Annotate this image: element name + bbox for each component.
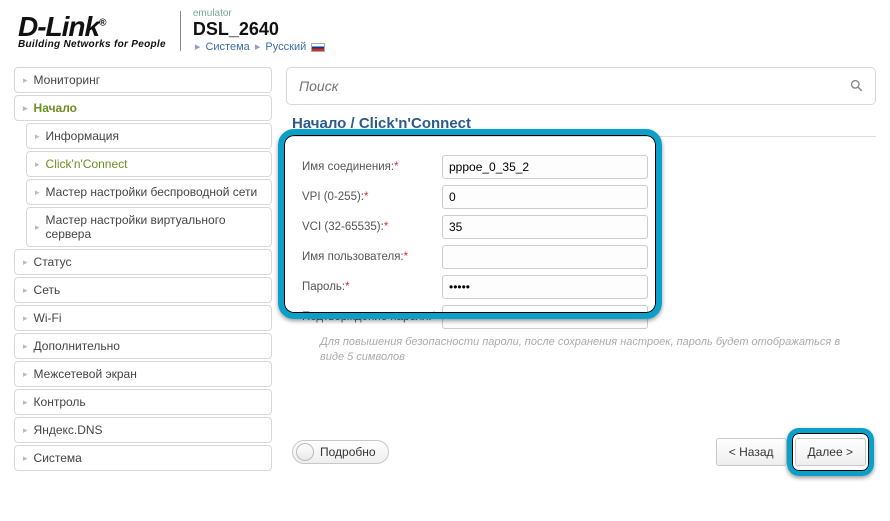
- chevron-right-icon: ▸: [23, 285, 28, 296]
- chevron-right-icon: ▸: [23, 425, 28, 436]
- chevron-right-icon: ▸: [23, 397, 28, 408]
- vci-input[interactable]: [442, 215, 648, 239]
- next-button[interactable]: Далее >: [795, 438, 867, 466]
- detail-toggle-icon: [296, 443, 314, 461]
- sidebar-item-network[interactable]: ▸Сеть: [14, 277, 272, 303]
- chevron-right-icon: ▸: [35, 159, 40, 170]
- back-button[interactable]: < Назад: [716, 438, 787, 466]
- sidebar-item-wifi[interactable]: ▸Wi-Fi: [14, 305, 272, 331]
- sidebar-item-system[interactable]: ▸Система: [14, 445, 272, 471]
- sidebar-item-firewall[interactable]: ▸Межсетевой экран: [14, 361, 272, 387]
- logo-subtitle: Building Networks for People: [18, 39, 166, 50]
- chevron-right-icon: ▸: [35, 222, 40, 233]
- username-label: Имя пользователя:*: [302, 251, 442, 263]
- chevron-right-icon: ▸: [23, 313, 28, 324]
- password-confirm-label: Подтверждение пароля:*: [302, 311, 442, 323]
- sidebar-item-start[interactable]: ▸Начало: [14, 95, 272, 121]
- connection-form: Имя соединения:* VPI (0-255):* VCI (32-6…: [286, 147, 876, 372]
- sidebar-item-control[interactable]: ▸Контроль: [14, 389, 272, 415]
- header-crumbs: ▸ Система ▸ Русский: [193, 40, 325, 53]
- conn-name-input[interactable]: [442, 155, 648, 179]
- sidebar-sub-virtual-server-wizard[interactable]: ▸Мастер настройки виртуального сервера: [26, 207, 272, 247]
- sidebar-item-yandex-dns[interactable]: ▸Яндекс.DNS: [14, 417, 272, 443]
- password-label: Пароль:*: [302, 281, 442, 293]
- chevron-right-icon: ▸: [23, 341, 28, 352]
- conn-name-label: Имя соединения:*: [302, 161, 442, 173]
- emulator-label: emulator: [193, 8, 325, 19]
- vpi-label: VPI (0-255):*: [302, 191, 442, 203]
- chevron-right-icon: ▸: [23, 75, 28, 86]
- password-confirm-input[interactable]: [442, 305, 648, 329]
- main-content: ⚲ Начало / Click'n'Connect Имя соединени…: [286, 67, 876, 473]
- flag-ru-icon: [311, 43, 325, 52]
- vpi-input[interactable]: [442, 185, 648, 209]
- chevron-right-icon: ▸: [255, 41, 261, 53]
- chevron-right-icon: ▸: [195, 41, 201, 53]
- sidebar-sub-wireless-wizard[interactable]: ▸Мастер настройки беспроводной сети: [26, 179, 272, 205]
- search-bar[interactable]: ⚲: [286, 67, 876, 105]
- crumb-system[interactable]: Система: [205, 41, 249, 53]
- model-name: DSL_2640: [193, 19, 325, 40]
- header-divider: [180, 11, 181, 51]
- sidebar-item-monitoring[interactable]: ▸Мониторинг: [14, 67, 272, 93]
- sidebar-item-status[interactable]: ▸Статус: [14, 249, 272, 275]
- username-input[interactable]: [442, 245, 648, 269]
- model-block: emulator DSL_2640 ▸ Система ▸ Русский: [193, 8, 325, 53]
- form-footer: Подробно < Назад Далее >: [286, 438, 876, 466]
- header: D-Link® Building Networks for People emu…: [0, 0, 890, 57]
- detail-button-label: Подробно: [320, 445, 376, 459]
- chevron-right-icon: ▸: [23, 453, 28, 464]
- vci-label: VCI (32-65535):*: [302, 221, 442, 233]
- chevron-right-icon: ▸: [35, 187, 40, 198]
- chevron-right-icon: ▸: [23, 103, 28, 114]
- detail-button[interactable]: Подробно: [292, 440, 389, 464]
- sidebar-sub-clicknconnect[interactable]: ▸Click'n'Connect: [26, 151, 272, 177]
- search-input[interactable]: [299, 78, 851, 94]
- sidebar: ▸Мониторинг ▸Начало ▸Информация ▸Click'n…: [14, 67, 272, 473]
- chevron-right-icon: ▸: [23, 369, 28, 380]
- chevron-right-icon: ▸: [23, 257, 28, 268]
- page-title: Начало / Click'n'Connect: [292, 115, 876, 132]
- sidebar-item-advanced[interactable]: ▸Дополнительно: [14, 333, 272, 359]
- password-hint: Для повышения безопасности пароли, после…: [320, 335, 856, 366]
- chevron-right-icon: ▸: [35, 131, 40, 142]
- crumb-language[interactable]: Русский: [265, 41, 306, 53]
- sidebar-sub-information[interactable]: ▸Информация: [26, 123, 272, 149]
- title-divider: [286, 136, 876, 137]
- password-input[interactable]: [442, 275, 648, 299]
- logo-block: D-Link® Building Networks for People: [18, 11, 180, 50]
